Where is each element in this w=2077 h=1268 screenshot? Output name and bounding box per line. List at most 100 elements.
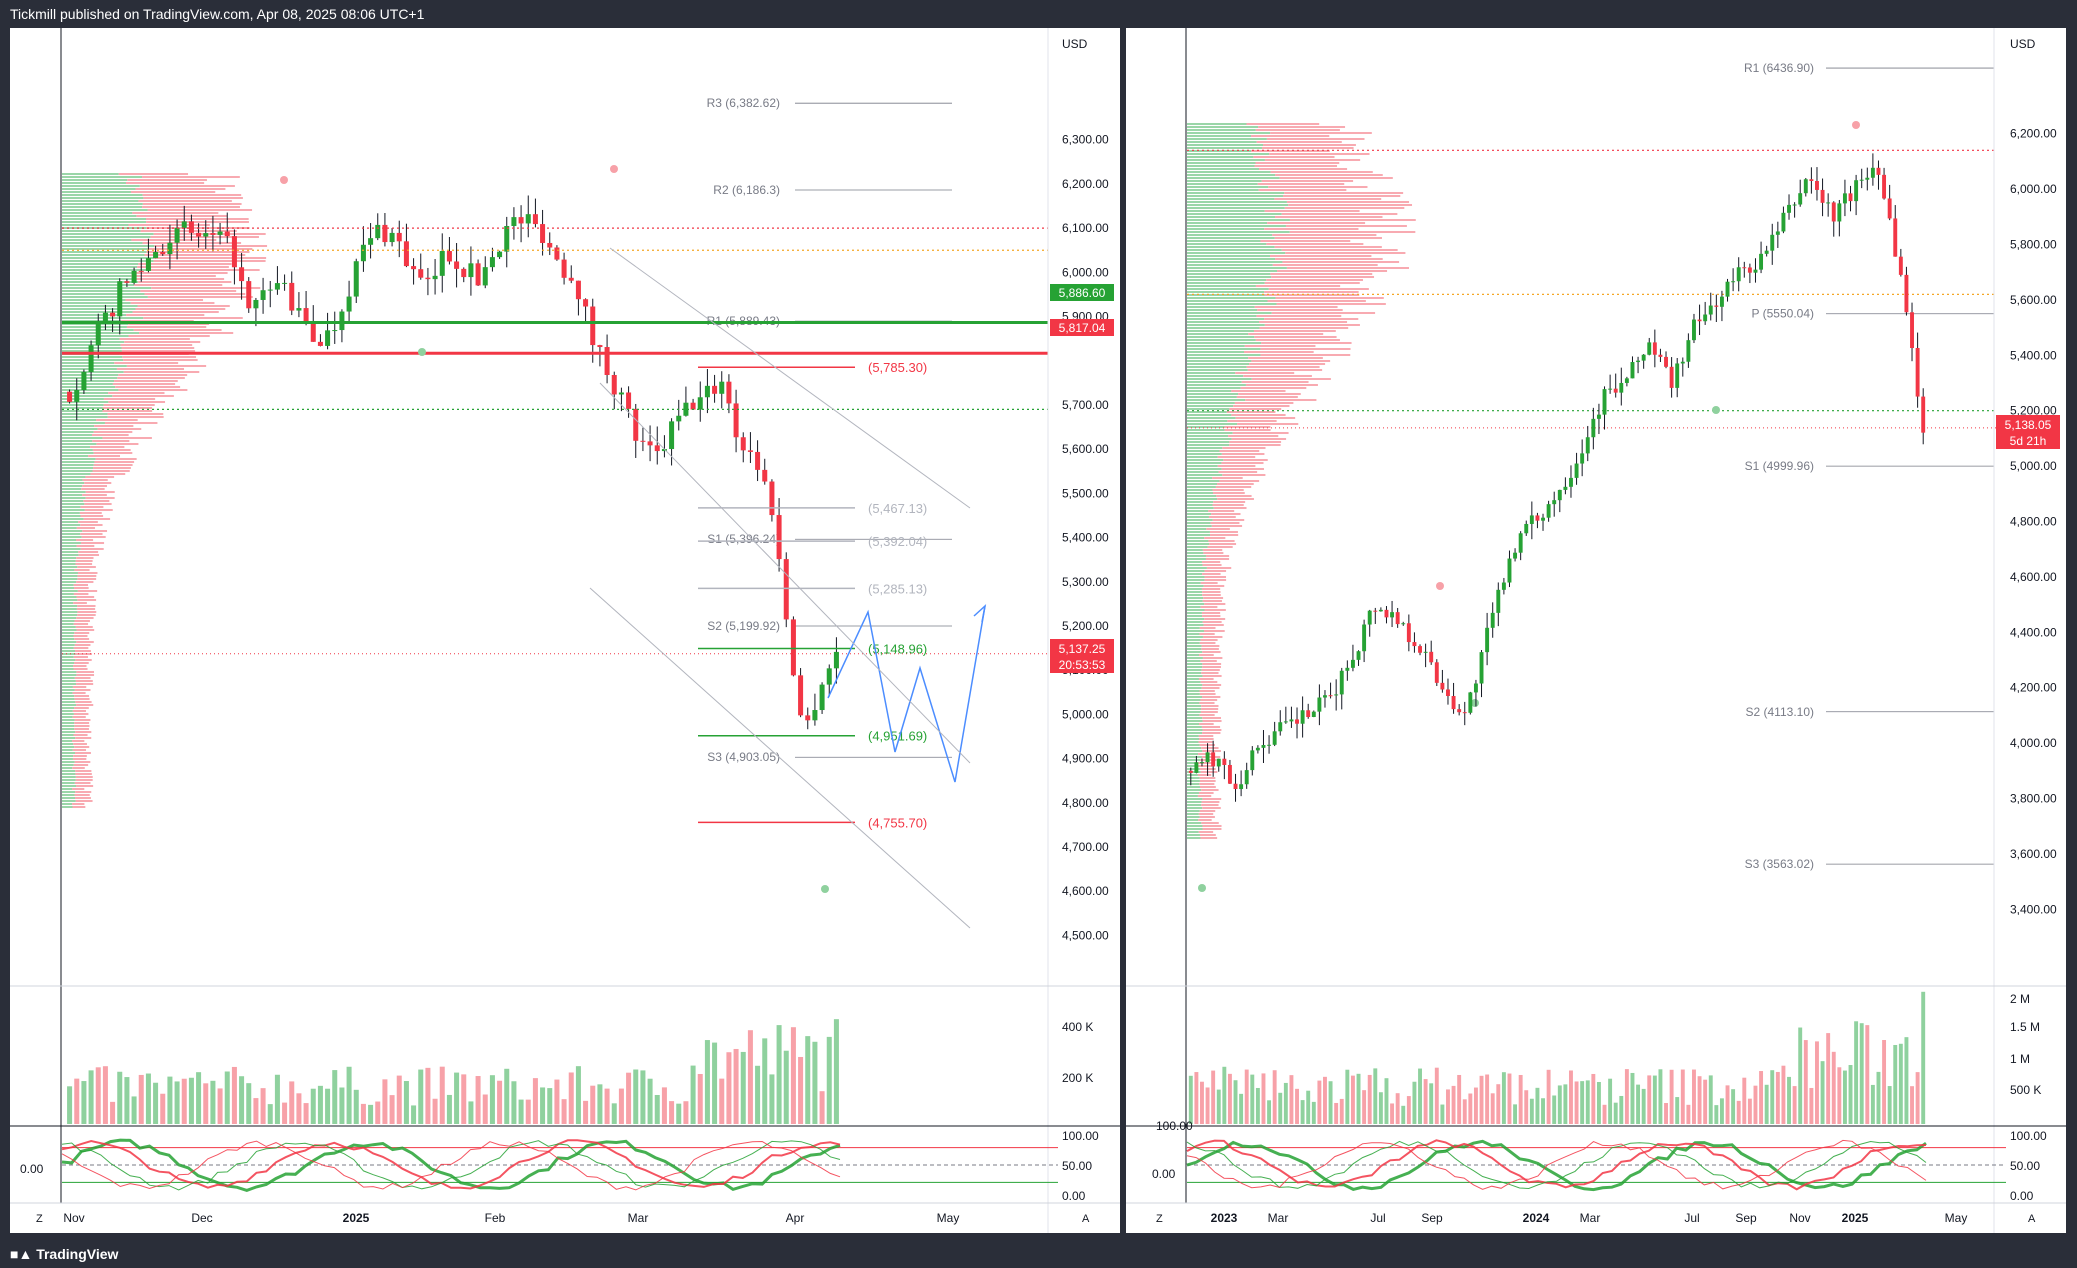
vp-bar-up — [1187, 177, 1280, 179]
vp-bar-up — [1187, 810, 1200, 812]
vp-bar-up — [1187, 813, 1199, 815]
volume-bar — [1652, 1075, 1657, 1124]
vp-bar-up — [62, 407, 103, 409]
vp-bar-up — [1187, 462, 1222, 464]
vp-bar-down — [107, 413, 164, 415]
vp-bar-up — [1187, 792, 1199, 794]
vp-bar-up — [1187, 732, 1203, 734]
vp-bar-down — [1199, 693, 1216, 695]
vp-bar-down — [93, 431, 133, 433]
candle-body — [1775, 231, 1780, 235]
auto-scale-button[interactable]: A — [2028, 1213, 2036, 1225]
vp-bar-down — [153, 233, 266, 235]
right-chart-panel[interactable]: R1 (6436.90) P (5550.04) S1 (4999.96) S2 (4… — [1126, 28, 2066, 1233]
vp-bar-down — [135, 308, 226, 310]
candle-body — [769, 481, 775, 516]
vp-bar-down — [1271, 312, 1376, 314]
vp-bar-up — [1187, 834, 1200, 836]
vp-bar-up — [62, 761, 75, 763]
auto-scale-button[interactable]: A — [1082, 1213, 1090, 1225]
vp-bar-down — [1204, 537, 1226, 539]
vp-bar-up — [62, 713, 74, 715]
candle-body — [210, 233, 216, 235]
candle-body — [525, 214, 531, 224]
time-tick: Feb — [485, 1211, 506, 1225]
candle-body — [454, 261, 460, 269]
vp-bar-down — [1264, 159, 1361, 161]
candle-body — [762, 469, 768, 482]
vp-bar-down — [1272, 264, 1378, 266]
price-tick: 5,700.00 — [1062, 398, 1109, 412]
vp-bar-up — [1187, 207, 1285, 209]
candle-body — [618, 392, 624, 395]
vp-bar-down — [1202, 615, 1221, 617]
vp-bar-up — [62, 275, 132, 277]
vp-bar-down — [116, 368, 185, 370]
svg-text:5,138.05: 5,138.05 — [2005, 418, 2052, 432]
vp-bar-down — [1202, 696, 1221, 698]
vp-bar-up — [1187, 219, 1290, 221]
candle-body — [339, 311, 345, 331]
volume-bar — [1675, 1097, 1680, 1124]
price-tick: 5,200.00 — [1062, 619, 1109, 633]
candle-body — [1747, 267, 1752, 273]
volume-bar — [1412, 1081, 1417, 1124]
vp-bar-down — [1251, 360, 1331, 362]
vp-bar-down — [134, 284, 223, 286]
vp-bar-down — [73, 755, 87, 757]
vp-bar-down — [74, 638, 90, 640]
vp-bar-up — [1187, 339, 1256, 341]
vp-bar-down — [80, 533, 103, 535]
vp-bar-up — [62, 677, 75, 679]
volume-bar — [1546, 1069, 1551, 1124]
volume-bar — [1188, 1075, 1193, 1124]
volume-bar — [1367, 1074, 1372, 1124]
volume-bar — [274, 1074, 280, 1124]
vp-bar-down — [1279, 177, 1393, 179]
left-chart-panel[interactable]: R3 (6,382.62)R2 (6,186.3)R1 (5,889.43)S1… — [10, 28, 1120, 1233]
volume-bar — [769, 1074, 775, 1124]
osc-line — [61, 1140, 841, 1191]
vp-bar-down — [1261, 180, 1354, 182]
vp-bar-down — [1275, 258, 1383, 260]
vp-bar-down — [1202, 600, 1222, 602]
vp-bar-up — [1187, 345, 1245, 347]
vp-bar-up — [1187, 675, 1203, 677]
candle-body — [654, 445, 660, 452]
vp-bar-down — [1269, 153, 1370, 155]
vp-bar-down — [1198, 741, 1213, 743]
vp-bar-up — [62, 479, 83, 481]
candle-body — [1697, 319, 1702, 322]
vp-bar-down — [1198, 738, 1214, 740]
price-tick: 5,000.00 — [1062, 707, 1109, 721]
volume-bar — [1915, 1072, 1920, 1124]
vp-bar-up — [62, 635, 74, 637]
osc-line — [61, 1138, 841, 1192]
vp-bar-down — [1212, 477, 1243, 479]
vp-bar-up — [62, 374, 119, 376]
zoom-z-button[interactable]: Z — [36, 1213, 43, 1225]
candle-body — [95, 321, 101, 346]
vp-bar-up — [1187, 438, 1232, 440]
vp-bar-up — [1187, 411, 1227, 413]
vp-bar-down — [73, 734, 88, 736]
vp-bar-up — [1187, 162, 1256, 164]
candle-body — [1719, 296, 1724, 307]
right-chart-svg[interactable]: R1 (6436.90)P (5550.04)S1 (4999.96)S2 (4… — [1126, 28, 2066, 1233]
vp-bar-down — [1259, 168, 1348, 170]
vp-bar-up — [1187, 696, 1203, 698]
vp-bar-down — [74, 746, 90, 748]
candle-body — [1261, 745, 1266, 748]
volume-bar — [217, 1088, 223, 1124]
volume-bar — [1490, 1093, 1495, 1124]
osc-line — [61, 1139, 841, 1190]
vp-bar-down — [1206, 567, 1232, 569]
volume-bar — [181, 1078, 187, 1124]
vp-bar-up — [1187, 123, 1247, 125]
vp-bar-up — [1187, 615, 1203, 617]
vp-bar-up — [1187, 768, 1200, 770]
left-chart-svg[interactable]: R3 (6,382.62)R2 (6,186.3)R1 (5,889.43)S1… — [10, 28, 1120, 1233]
zoom-z-button[interactable]: Z — [1156, 1213, 1163, 1225]
vp-bar-down — [1201, 708, 1219, 710]
